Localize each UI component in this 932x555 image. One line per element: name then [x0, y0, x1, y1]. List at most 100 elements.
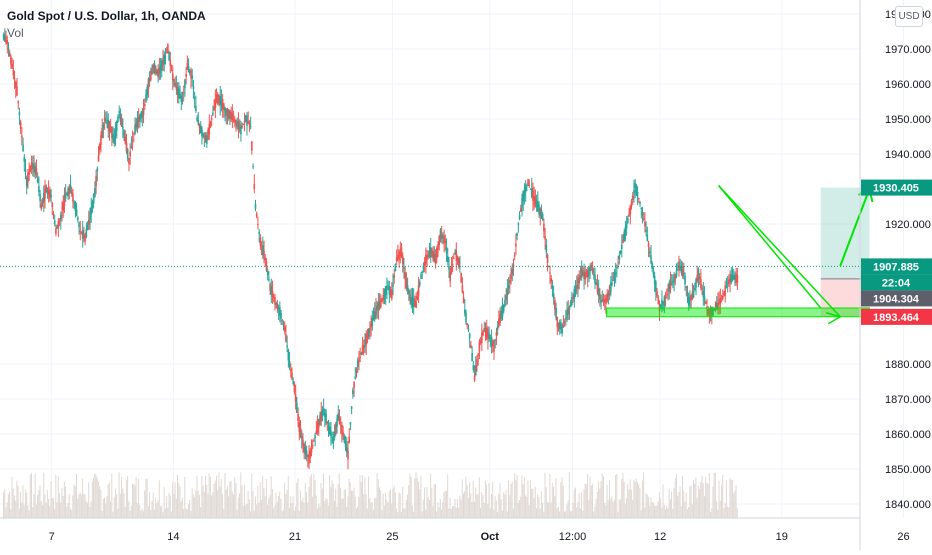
volume-bar: [622, 472, 624, 518]
candle-body: [498, 318, 500, 326]
volume-bar: [239, 493, 241, 518]
candle-body: [433, 253, 436, 261]
volume-bar: [84, 494, 86, 518]
volume-bar: [208, 473, 210, 518]
volume-bar: [674, 478, 676, 518]
candle-body: [220, 98, 223, 105]
candle-body: [601, 300, 604, 302]
candle-body: [425, 254, 427, 264]
candle-body: [628, 213, 630, 217]
volume-bar: [91, 481, 93, 518]
volume-bar: [292, 496, 294, 518]
volume-bar: [318, 503, 320, 518]
symbol-title[interactable]: Gold Spot / U.S. Dollar, 1h, OANDA: [7, 9, 206, 23]
volume-bar: [267, 504, 269, 518]
volume-label[interactable]: Vol: [7, 26, 24, 40]
volume-bar: [49, 505, 51, 518]
volume-bar: [716, 501, 718, 518]
volume-bar: [499, 483, 501, 518]
candle-body: [416, 295, 419, 300]
candle-body: [84, 235, 86, 241]
candle-body: [66, 194, 68, 196]
candle-body: [557, 323, 560, 325]
volume-bar: [476, 494, 478, 518]
candle-body: [6, 40, 9, 44]
candle-body: [687, 296, 690, 306]
volume-bar: [667, 508, 669, 518]
volume-bar: [480, 507, 482, 518]
volume-bar: [610, 498, 612, 518]
candle-body: [299, 427, 302, 437]
volume-bar: [689, 486, 691, 518]
candle-body: [208, 124, 211, 135]
volume-bar: [270, 476, 272, 518]
candle-body: [636, 191, 639, 197]
candle-body: [216, 94, 219, 104]
volume-bar: [532, 488, 534, 518]
candle-body: [634, 183, 636, 188]
volume-bar: [510, 483, 512, 518]
candle-body: [509, 280, 511, 284]
volume-bar: [508, 480, 510, 518]
candle-body: [141, 110, 144, 117]
candle-body: [641, 211, 644, 216]
candle-body: [533, 196, 535, 202]
volume-bar: [302, 498, 304, 518]
candle-body: [185, 73, 187, 77]
volume-bar: [424, 487, 426, 518]
volume-bar: [220, 478, 222, 518]
volume-bar: [365, 494, 367, 518]
candle-body: [394, 264, 397, 272]
volume-bar: [94, 473, 96, 518]
candle-body: [142, 108, 145, 116]
price-tick-label: 1880.000: [885, 359, 931, 371]
candle-body: [8, 52, 11, 56]
candle-body: [719, 298, 722, 304]
drawing-tools[interactable]: [606, 184, 874, 325]
candle-body: [392, 283, 394, 287]
volume-bar: [534, 486, 536, 518]
volume-bar: [629, 479, 631, 518]
volume-bar: [293, 510, 295, 518]
candle-body: [227, 109, 230, 119]
currency-button[interactable]: USD: [895, 6, 923, 27]
candle-body: [193, 97, 196, 99]
volume-bar: [400, 511, 402, 518]
volume-bar: [211, 495, 213, 518]
candle-body: [674, 274, 677, 279]
candle-body: [489, 338, 492, 340]
price-tick-label: 1840.000: [885, 499, 931, 511]
candle-body: [237, 120, 240, 132]
candle-body: [146, 86, 149, 96]
candle-body: [335, 423, 337, 434]
volume-bar: [661, 507, 663, 518]
candle-body: [367, 328, 370, 337]
candle-body: [225, 108, 228, 116]
candle-body: [541, 213, 544, 221]
volume-bar: [723, 508, 725, 518]
candle-body: [226, 109, 229, 117]
volume-bar: [331, 480, 333, 518]
candle-body: [236, 122, 239, 127]
candle-body: [375, 307, 377, 316]
candle-body: [662, 301, 664, 304]
candle-body: [506, 289, 509, 296]
volume-bar: [437, 502, 439, 518]
volume-bar: [398, 492, 400, 518]
candle-body: [384, 285, 387, 296]
volume-bar: [410, 477, 412, 518]
volume-bar: [486, 484, 488, 518]
volume-bar: [666, 505, 668, 518]
candle-body: [372, 317, 375, 320]
candle-body: [55, 228, 57, 234]
candle-body: [431, 250, 433, 257]
candle-body: [724, 285, 727, 296]
volume-bar: [388, 491, 390, 518]
volume-bar: [701, 475, 703, 518]
volume-bar: [565, 511, 567, 518]
candle-body: [213, 106, 215, 111]
volume-bar: [152, 492, 154, 518]
